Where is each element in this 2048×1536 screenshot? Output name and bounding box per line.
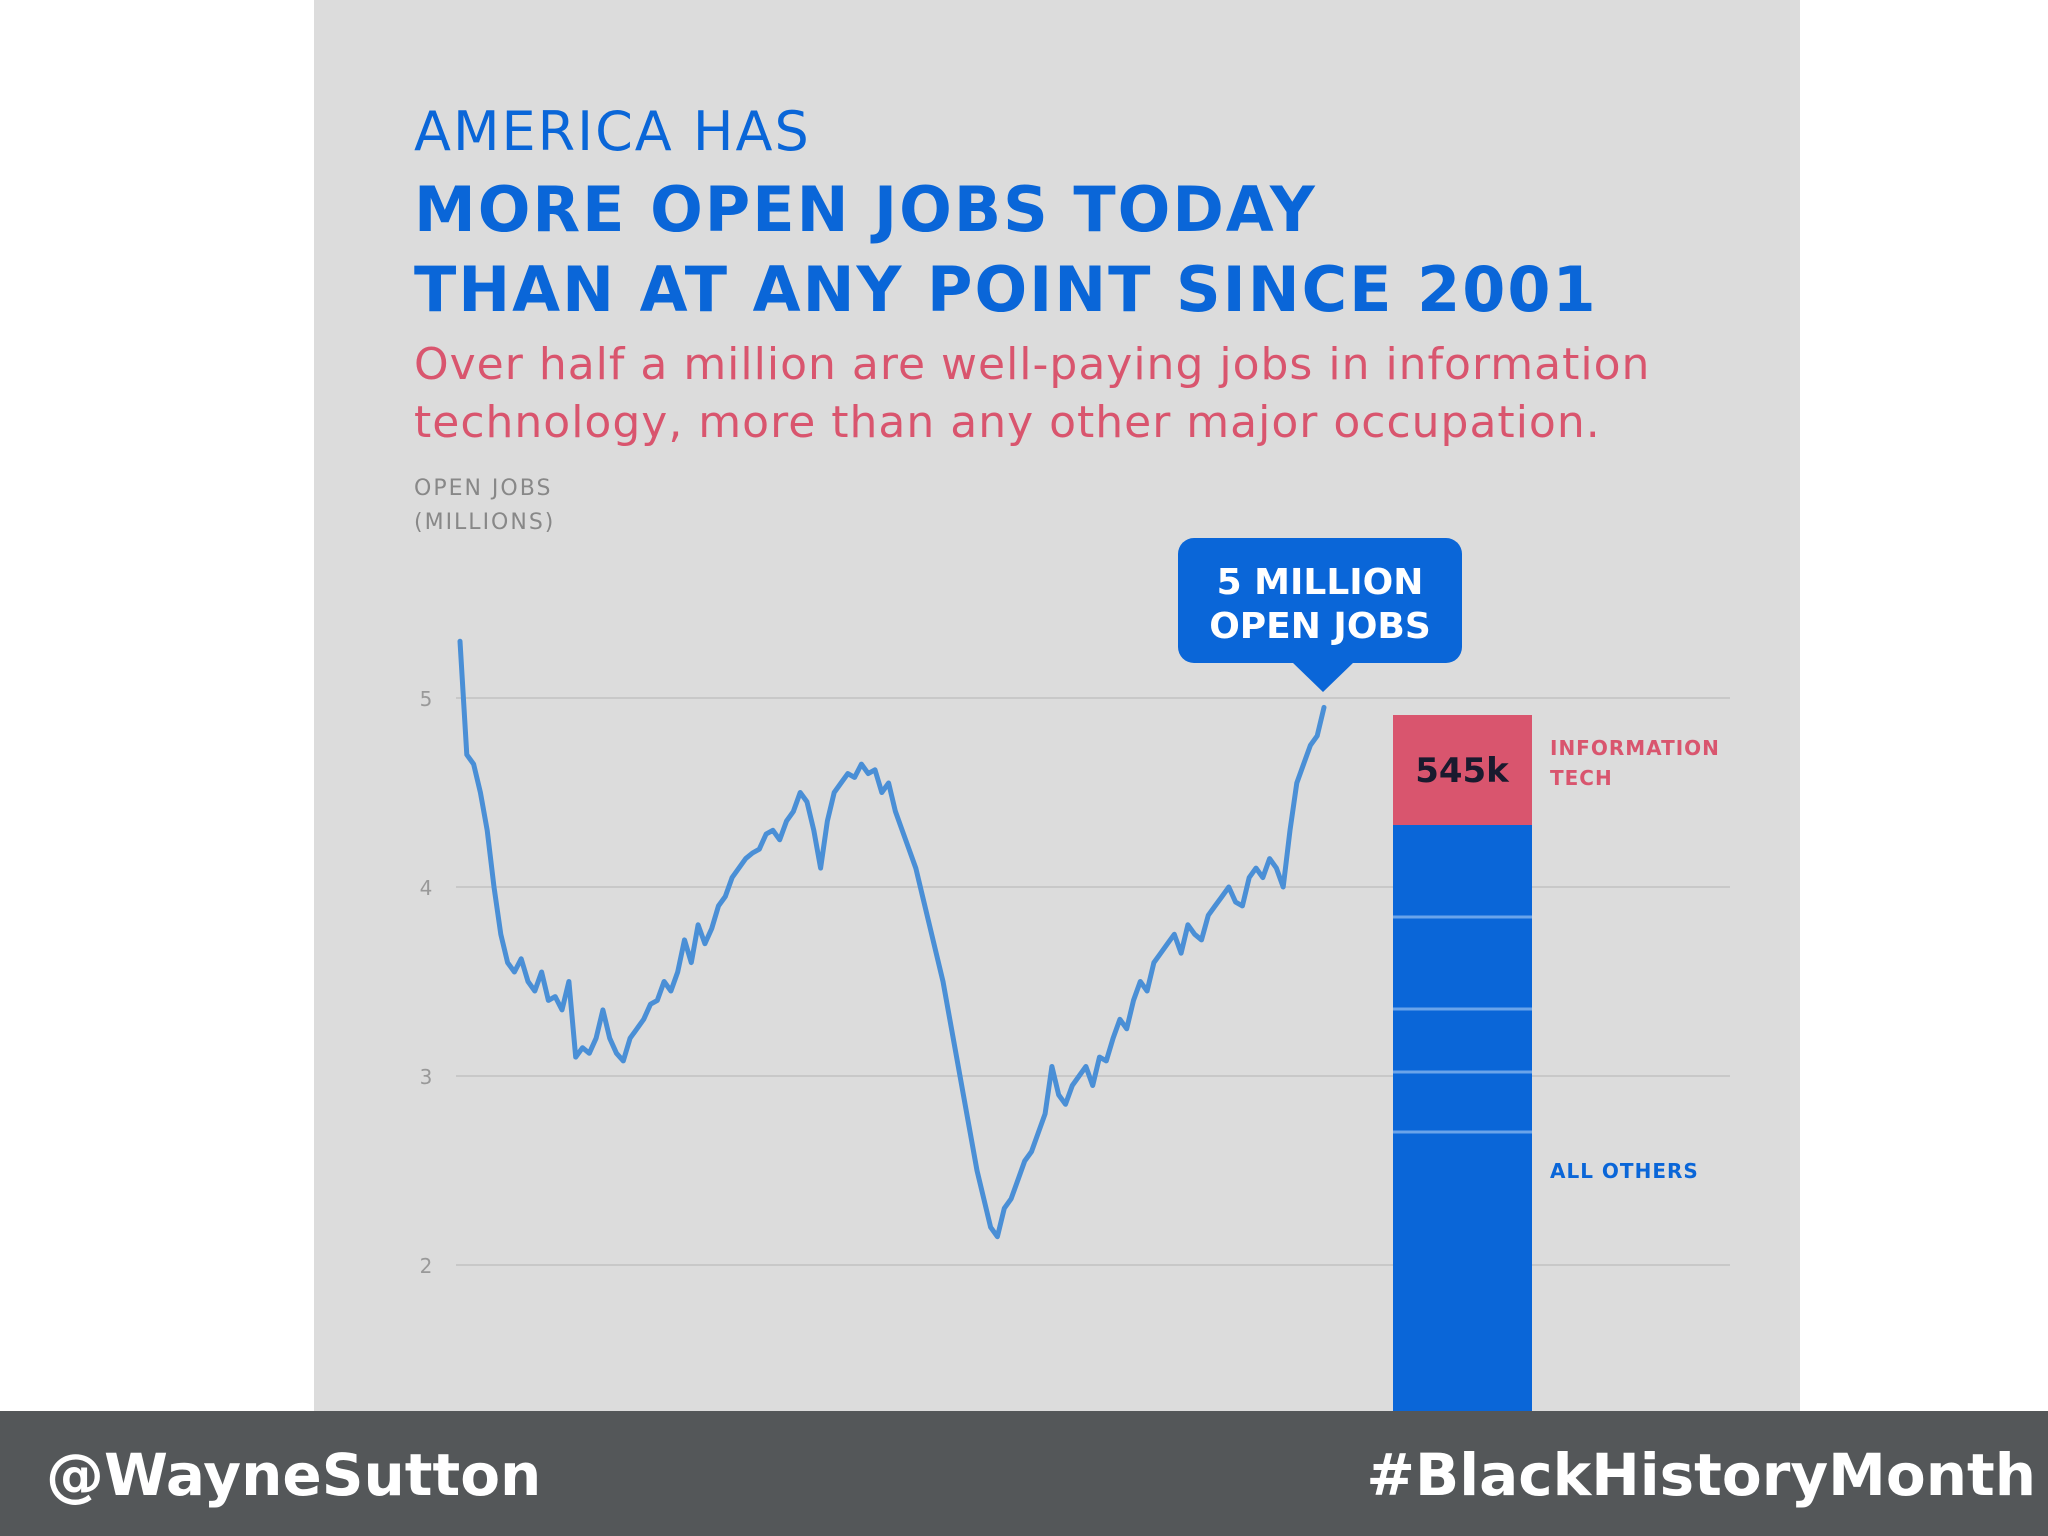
y-tick-label-4: 4 [420,876,433,900]
callout-badge: 5 MILLION OPEN JOBS [1178,538,1462,692]
twitter-handle: @WayneSutton [46,1441,542,1509]
y-axis-label-line-2: (MILLIONS) [414,510,556,535]
legend-it-word-2: TECH [1550,766,1613,790]
grid-lines [456,697,1730,1266]
bar-dividers [1393,915,1532,1134]
stacked-bar: 545k INFORMATION TECH ALL OTHERS [1393,715,1720,1411]
bar-it-value-label: 545k [1415,751,1510,791]
title-prefix: AMERICA HAS [414,100,811,163]
headline-line-1: MORE OPEN JOBS TODAY [414,173,1317,246]
bar-all-others [1393,825,1532,1411]
y-axis-label: OPEN JOBS (MILLIONS) [414,472,555,540]
headline: MORE OPEN JOBS TODAY THAN AT ANY POINT S… [414,170,1598,330]
y-tick-labels: 5 4 3 2 [420,687,433,1278]
subtitle-line-1: Over half a million are well-paying jobs… [414,339,1651,390]
open-jobs-line [457,638,1327,1240]
y-tick-label-2: 2 [420,1254,433,1278]
callout-line-1: 5 MILLION [1217,562,1424,603]
y-tick-label-3: 3 [420,1065,433,1089]
callout-box [1178,538,1462,663]
footer-bar: @WayneSutton #BlackHistoryMonth [0,1411,2048,1536]
legend-it-word-1: INFORMATION [1550,736,1720,760]
legend-all-others: ALL OTHERS [1550,1159,1699,1183]
subtitle: Over half a million are well-paying jobs… [414,336,1650,452]
callout-pointer [1292,662,1354,692]
open-jobs-chart: 5 4 3 2 5 MILLION OPEN JOBS 545k INFORMATIO… [420,538,1730,1411]
hashtag: #BlackHistoryMonth [1366,1441,2036,1509]
bar-information-tech [1393,715,1532,826]
legend-information-tech: INFORMATION TECH [1550,736,1720,790]
infographic-panel: AMERICA HAS MORE OPEN JOBS TODAY THAN AT… [314,0,1800,1411]
subtitle-line-2: technology, more than any other major oc… [414,397,1601,448]
y-tick-label-5: 5 [420,687,433,711]
headline-line-2: THAN AT ANY POINT SINCE 2001 [414,253,1598,326]
callout-line-2: OPEN JOBS [1209,606,1431,647]
y-axis-label-line-1: OPEN JOBS [414,476,553,501]
